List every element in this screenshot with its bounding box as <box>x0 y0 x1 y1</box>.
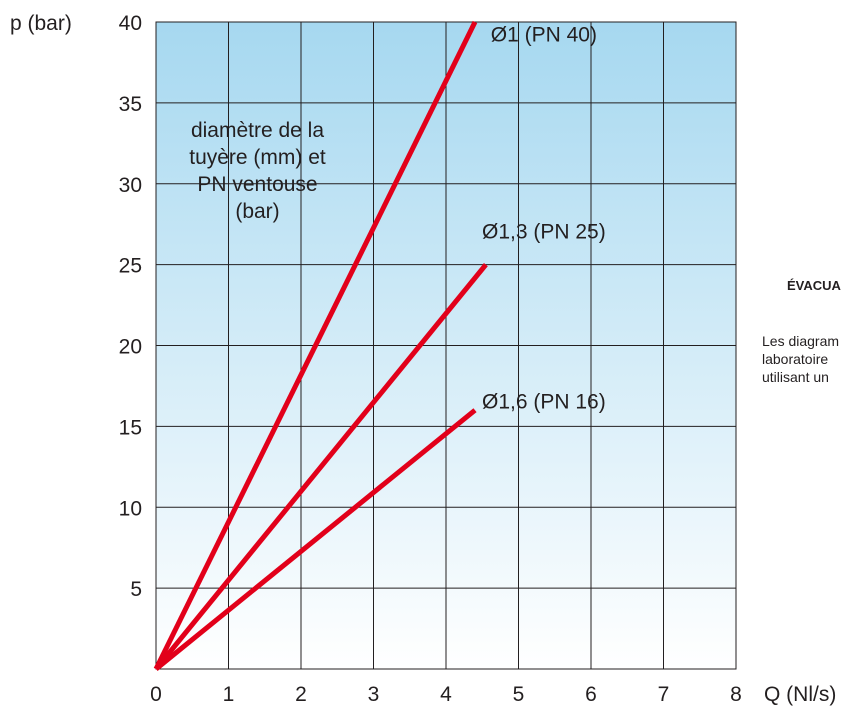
x-axis-label: Q (Nl/s) <box>764 683 836 706</box>
side-body-line: laboratoire <box>762 351 829 367</box>
x-tick-label: 0 <box>150 683 162 706</box>
annotation-line: (bar) <box>235 200 279 223</box>
side-body-line: Les diagram <box>762 333 840 349</box>
x-tick-label: 3 <box>368 683 380 706</box>
series-lines <box>153 20 488 671</box>
y-axis-label: p (bar) <box>10 12 72 35</box>
series-line <box>153 20 478 671</box>
y-tick-label: 30 <box>119 174 142 197</box>
series-label: Ø1 (PN 40) <box>491 23 597 46</box>
x-tick-label: 6 <box>585 683 597 706</box>
side-body: Les diagram laboratoire utilisant un <box>762 332 839 386</box>
labels: 5 10 15 20 25 30 35 40 0 1 2 3 4 5 6 7 8 p (bar) Q (Nl/s) Ø… <box>10 12 836 706</box>
x-tick-label: 2 <box>295 683 307 706</box>
series-line <box>154 263 488 671</box>
x-tick-label: 1 <box>223 683 235 706</box>
annotation-line: PN ventouse <box>197 173 317 196</box>
y-tick-label: 10 <box>119 497 142 520</box>
x-tick-label: 4 <box>440 683 452 706</box>
series-line <box>154 408 477 671</box>
annotation-line: tuyère (mm) et <box>189 146 326 169</box>
x-tick-label: 7 <box>658 683 670 706</box>
x-tick-label: 5 <box>513 683 525 706</box>
series-label: Ø1,6 (PN 16) <box>482 391 606 414</box>
plot-frame <box>155 21 737 670</box>
y-tick-label: 25 <box>119 255 142 278</box>
y-tick-label: 5 <box>130 578 142 601</box>
grid <box>155 21 737 670</box>
side-body-line: utilisant un <box>762 369 829 385</box>
series-label: Ø1,3 (PN 25) <box>482 221 606 244</box>
y-tick-label: 35 <box>119 93 142 116</box>
y-tick-label: 20 <box>119 336 142 359</box>
side-heading: ÉVACUA <box>787 278 841 293</box>
y-tick-label: 40 <box>119 12 142 35</box>
x-tick-label: 8 <box>730 683 742 706</box>
y-tick-label: 15 <box>119 416 142 439</box>
annotation-line: diamètre de la <box>191 119 324 142</box>
